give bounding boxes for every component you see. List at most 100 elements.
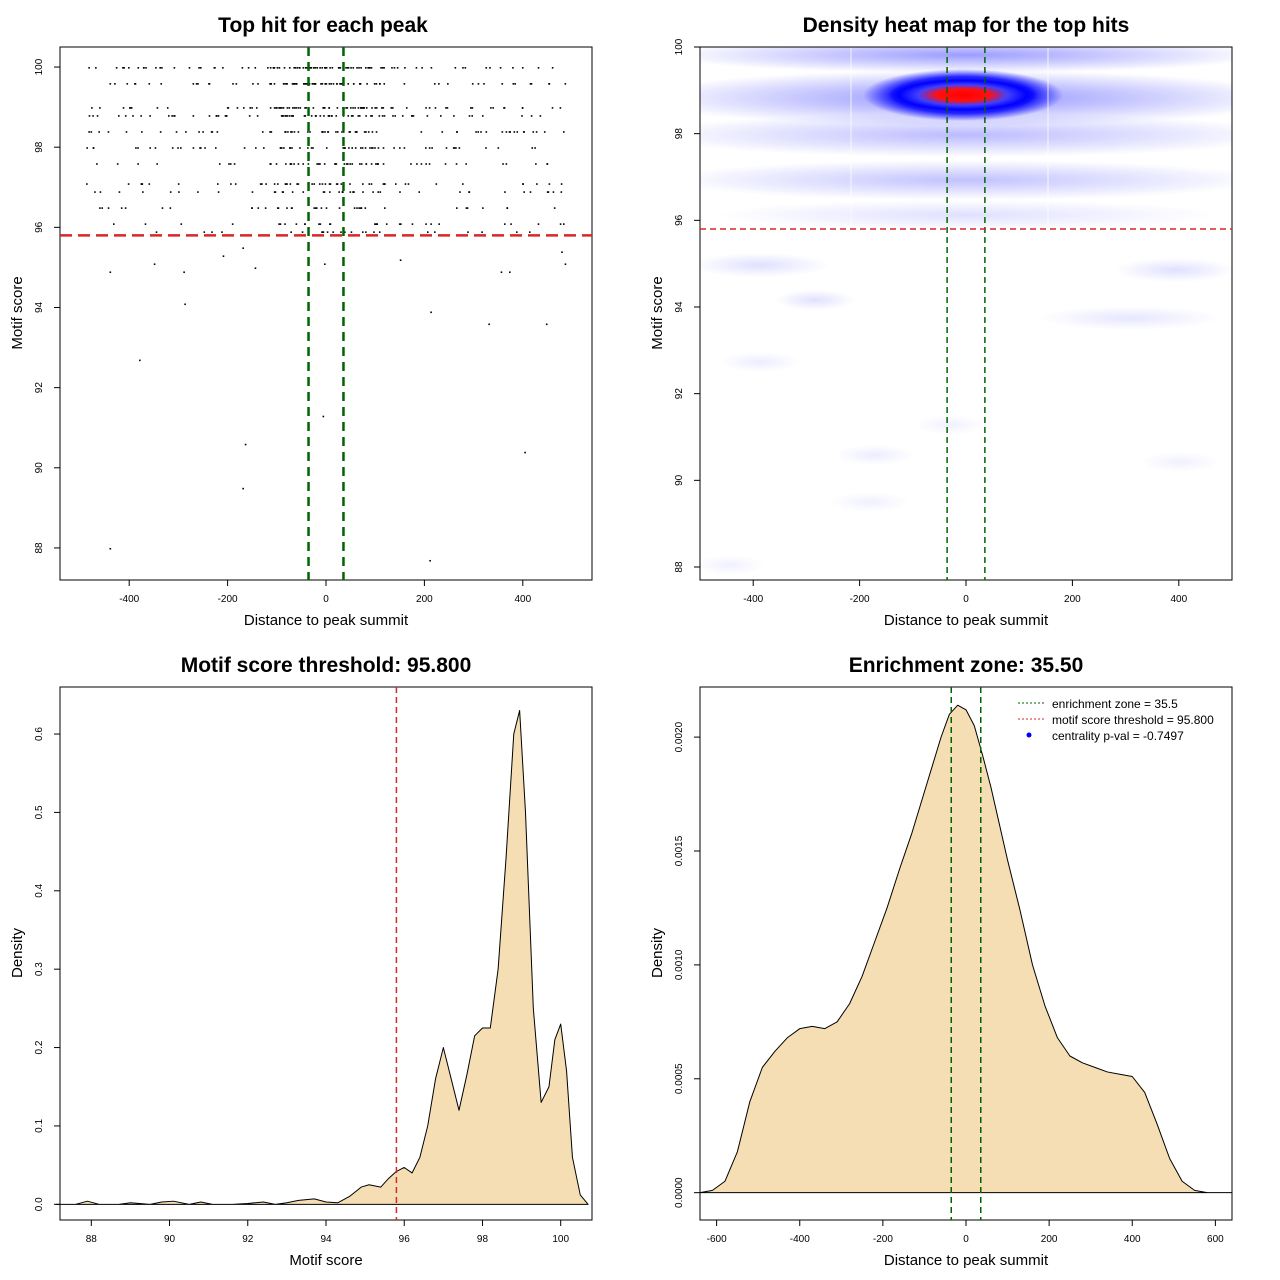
- scatter-point: [360, 147, 362, 149]
- scatter-point: [118, 191, 121, 193]
- scatter-point: [382, 107, 385, 109]
- scatter-point: [562, 223, 565, 225]
- scatter-point: [523, 191, 525, 193]
- scatter-point: [382, 183, 385, 185]
- scatter-point: [259, 183, 262, 185]
- scatter-point: [398, 223, 401, 225]
- scatter-point: [456, 207, 458, 209]
- scatter-point: [342, 147, 345, 149]
- x-tick-label: -400: [119, 594, 139, 605]
- density-curve: [699, 704, 1233, 1194]
- scatter-point: [125, 131, 128, 133]
- scatter-point: [293, 163, 295, 165]
- scatter-point: [375, 83, 378, 85]
- scatter-point: [352, 83, 355, 85]
- scatter-point: [177, 147, 179, 149]
- y-tick-label: 0.0010: [674, 949, 685, 980]
- scatter-point: [416, 163, 418, 165]
- scatter-point: [153, 263, 156, 266]
- scatter-point: [252, 83, 254, 85]
- scatter-point: [221, 231, 223, 233]
- scatter-point: [444, 163, 447, 165]
- scatter-point: [373, 231, 375, 233]
- scatter-point: [353, 207, 356, 209]
- panel4-legend: enrichment zone = 35.5 motif score thres…: [1018, 697, 1214, 743]
- scatter-point: [345, 163, 348, 165]
- y-tick-label: 0.0: [34, 1197, 45, 1211]
- scatter-point: [297, 163, 300, 165]
- scatter-point: [338, 191, 340, 193]
- scatter-point: [295, 107, 297, 109]
- panel2-reference-lines: [700, 47, 1232, 580]
- scatter-point: [118, 115, 120, 117]
- panel1-xlabel: Distance to peak summit: [244, 612, 409, 629]
- scatter-point: [316, 163, 318, 165]
- scatter-point: [235, 83, 238, 85]
- scatter-point: [347, 115, 350, 117]
- scatter-point: [361, 147, 364, 149]
- scatter-point: [523, 131, 525, 133]
- panel4-xlabel: Distance to peak summit: [884, 1252, 1049, 1269]
- scatter-point: [303, 83, 306, 85]
- scatter-point: [270, 163, 272, 165]
- scatter-point: [512, 67, 514, 69]
- x-tick-label: 94: [320, 1234, 332, 1245]
- scatter-point: [337, 67, 340, 69]
- scatter-point: [357, 115, 360, 117]
- panel2-ylabel: Motif score: [649, 276, 666, 349]
- scatter-point: [426, 231, 429, 233]
- scatter-point: [254, 67, 257, 69]
- scatter-point: [400, 223, 402, 225]
- scatter-point: [445, 147, 448, 149]
- scatter-point: [324, 263, 326, 266]
- scatter-point: [279, 223, 282, 225]
- scatter-point: [535, 131, 538, 133]
- scatter-point: [438, 83, 440, 85]
- scatter-point: [410, 163, 412, 165]
- scatter-point: [481, 231, 483, 233]
- scatter-point: [471, 107, 474, 109]
- scatter-point: [466, 207, 469, 209]
- scatter-point: [403, 83, 406, 85]
- scatter-point: [322, 415, 325, 418]
- scatter-point: [299, 147, 301, 149]
- scatter-point: [291, 191, 294, 193]
- scatter-point: [340, 83, 342, 85]
- scatter-point: [126, 83, 129, 85]
- scatter-point: [372, 191, 374, 193]
- scatter-point: [291, 147, 293, 149]
- scatter-point: [314, 67, 317, 69]
- scatter-point: [144, 223, 147, 225]
- scatter-point: [504, 191, 506, 193]
- scatter-point: [365, 163, 368, 165]
- scatter-point: [307, 163, 310, 165]
- scatter-point: [340, 183, 343, 185]
- scatter-point: [302, 67, 305, 69]
- scatter-point: [299, 67, 301, 69]
- scatter-point: [522, 183, 524, 185]
- scatter-point: [361, 107, 363, 109]
- scatter-point: [314, 115, 317, 117]
- scatter-point: [548, 83, 550, 85]
- scatter-point: [229, 163, 232, 165]
- scatter-point: [365, 67, 367, 69]
- scatter-point: [372, 147, 374, 149]
- scatter-point: [403, 147, 406, 149]
- panel4-title: Enrichment zone: 35.50: [849, 654, 1084, 677]
- legend-pval-point: [1026, 732, 1032, 738]
- x-tick-label: 400: [514, 594, 531, 605]
- scatter-point: [545, 323, 548, 326]
- scatter-point: [390, 107, 393, 109]
- scatter-point: [365, 115, 367, 117]
- scatter-point: [331, 67, 334, 69]
- scatter-point: [313, 83, 315, 85]
- scatter-point: [367, 131, 370, 133]
- scatter-point: [471, 115, 474, 117]
- scatter-point: [325, 83, 328, 85]
- scatter-point: [352, 115, 354, 117]
- scatter-point: [351, 147, 353, 149]
- scatter-point: [254, 267, 257, 270]
- scatter-point: [321, 83, 324, 85]
- scatter-point: [142, 67, 145, 69]
- y-tick-label: 0.2: [34, 1040, 45, 1054]
